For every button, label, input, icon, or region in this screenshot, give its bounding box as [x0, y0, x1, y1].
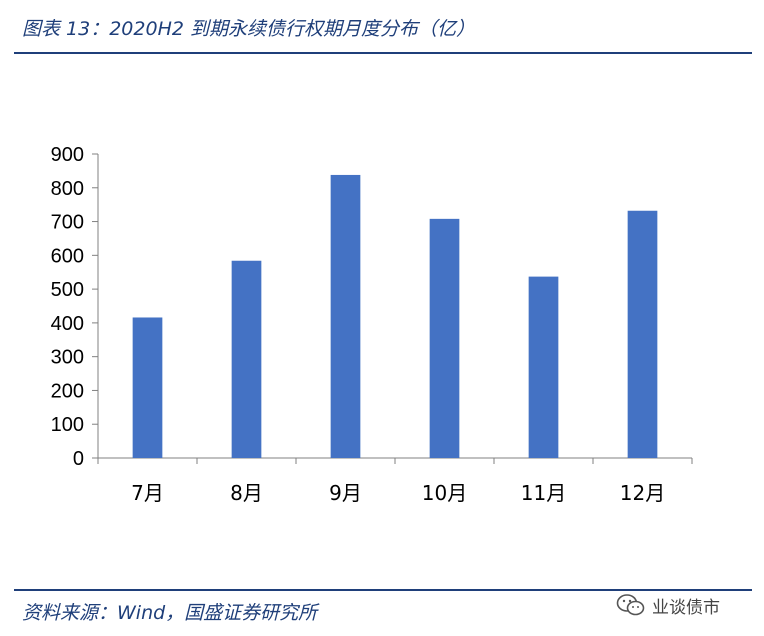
x-category-label: 10月 [422, 481, 467, 505]
y-tick-label: 200 [51, 380, 84, 402]
y-tick-label: 700 [51, 212, 84, 234]
y-tick-label: 400 [51, 313, 84, 335]
bar-5 [528, 276, 559, 458]
y-tick-label: 100 [51, 414, 84, 436]
bar-4 [429, 218, 460, 458]
wechat-icon [616, 594, 645, 616]
x-category-label: 11月 [521, 481, 566, 505]
x-category-label: 8月 [230, 481, 263, 505]
x-category-label: 12月 [620, 481, 665, 505]
y-tick-label: 500 [51, 279, 84, 301]
footer-rule [14, 589, 752, 591]
source-note: 资料来源：Wind，国盛证券研究所 [22, 602, 318, 624]
bar-2 [231, 260, 262, 458]
watermark-text: 业谈债市 [652, 597, 720, 618]
y-tick-label: 800 [51, 178, 84, 200]
title-rule [14, 52, 752, 54]
bar-3 [330, 174, 361, 459]
y-tick-label: 0 [73, 448, 84, 470]
figure-title: 图表 13：2020H2 到期永续债行权期月度分布（亿） [22, 18, 475, 40]
y-tick-label: 300 [51, 347, 84, 369]
x-category-label: 7月 [131, 481, 164, 505]
y-tick-label: 600 [51, 245, 84, 267]
watermark: 业谈债市 [616, 592, 720, 618]
bar-1 [132, 317, 163, 458]
y-tick-label: 900 [51, 144, 84, 166]
bar-6 [627, 210, 658, 458]
x-category-label: 9月 [329, 481, 362, 505]
